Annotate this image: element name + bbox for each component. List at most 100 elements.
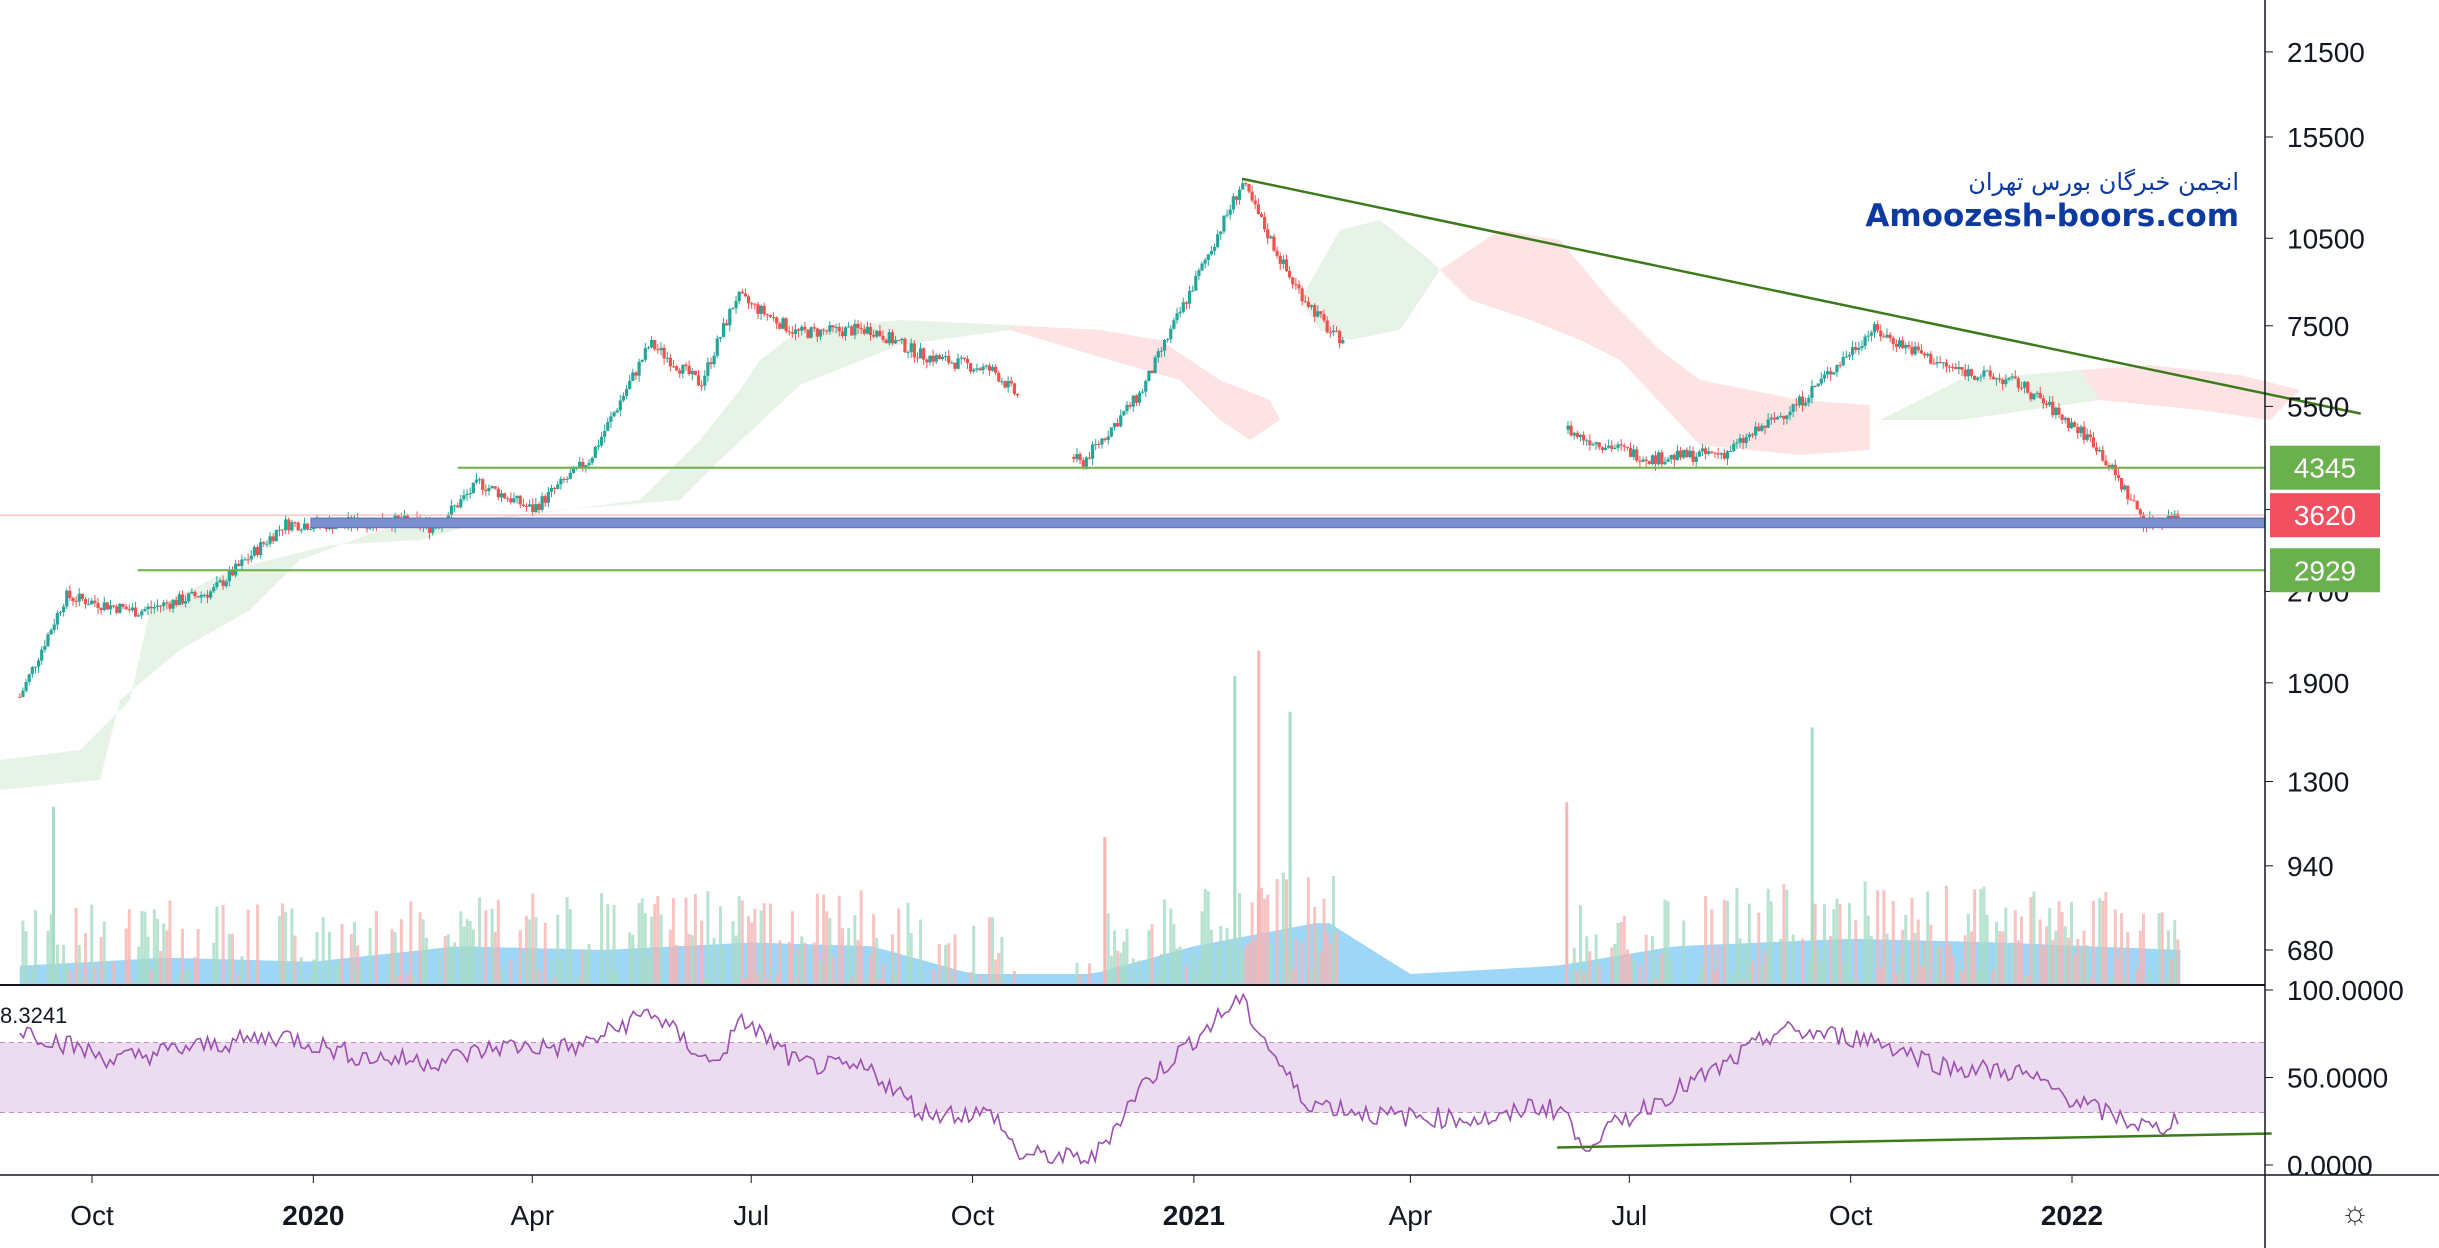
settings-gear-icon[interactable]: ☼ xyxy=(2340,1194,2370,1230)
candle-body xyxy=(83,599,88,605)
cloud-bearish-area-2 xyxy=(1440,230,1870,455)
volume-bar xyxy=(1178,946,1182,985)
volume-bar xyxy=(703,977,707,985)
volume-bar xyxy=(387,954,391,985)
volume-bar xyxy=(1216,947,1220,985)
candle-body xyxy=(1622,445,1626,447)
volume-spike-bar xyxy=(1288,711,1292,985)
time-tick-label: Oct xyxy=(1829,1200,1873,1231)
candle-body xyxy=(1760,425,1764,431)
candle-body xyxy=(2066,417,2070,428)
candle-body xyxy=(524,505,529,507)
candle-body xyxy=(177,594,181,606)
candle-body xyxy=(1119,415,1123,427)
candle-body xyxy=(1947,366,1952,368)
candle-body xyxy=(581,461,585,468)
candle-body xyxy=(309,529,313,531)
candle-body xyxy=(534,504,538,513)
volume-bar xyxy=(931,970,935,985)
volume-bar xyxy=(600,893,604,985)
volume-bar xyxy=(449,946,453,985)
candle-body xyxy=(750,303,754,305)
candle-body xyxy=(1116,423,1120,427)
volume-bar xyxy=(1916,919,1920,985)
candle-body xyxy=(549,487,554,492)
volume-bar xyxy=(2163,979,2167,985)
volume-bar xyxy=(140,911,144,985)
candle-body xyxy=(1209,250,1214,255)
candle-body xyxy=(596,445,601,447)
volume-bar xyxy=(2148,969,2152,985)
volume-bar xyxy=(1172,923,1176,985)
volume-bar xyxy=(1078,974,1082,985)
candle-body xyxy=(2176,513,2180,518)
candle-body xyxy=(868,326,873,336)
candle-body xyxy=(2041,398,2045,404)
candle-body xyxy=(1735,442,1739,444)
candle-body xyxy=(753,303,757,305)
volume-bar xyxy=(421,919,425,985)
candle-body xyxy=(975,368,979,370)
volume-bar xyxy=(2016,940,2020,985)
candle-body xyxy=(712,355,716,365)
candle-body xyxy=(1825,371,1830,375)
candle-body xyxy=(230,570,235,576)
volume-bar xyxy=(837,895,841,985)
volume-bar xyxy=(74,907,78,985)
volume-bar xyxy=(762,903,766,985)
candle-body xyxy=(665,357,669,359)
volume-bar xyxy=(890,934,894,985)
candle-body xyxy=(146,606,150,610)
candle-body xyxy=(459,499,463,508)
volume-bar xyxy=(127,909,131,985)
candle-body xyxy=(540,496,544,510)
cloud-bullish-area-2 xyxy=(1300,220,1440,340)
volume-bar xyxy=(556,914,560,985)
candle-body xyxy=(2054,407,2058,416)
candle-body xyxy=(1300,288,1304,302)
watermark-farsi-title: انجمن خبرگان بورس تهران xyxy=(1968,168,2239,196)
candle-body xyxy=(1850,346,1855,355)
candle-body xyxy=(1150,370,1154,374)
volume-bar xyxy=(750,922,754,985)
candle-body xyxy=(1175,313,1179,321)
candle-body xyxy=(1181,302,1185,312)
volume-bar xyxy=(84,933,88,985)
volume-bar xyxy=(1203,888,1207,985)
candle-body xyxy=(481,479,485,490)
candle-body xyxy=(696,375,701,386)
candle-body xyxy=(1775,417,1780,420)
volume-bar xyxy=(137,946,141,985)
candle-body xyxy=(759,305,763,314)
volume-bar xyxy=(299,957,303,985)
candle-body xyxy=(180,594,185,604)
candle-body xyxy=(2073,422,2077,428)
volume-bar xyxy=(1112,930,1116,985)
candle-body xyxy=(1172,320,1176,329)
volume-bar xyxy=(543,922,547,985)
volume-bar xyxy=(374,910,378,985)
candle-body xyxy=(1600,447,1604,451)
volume-bar xyxy=(2160,912,2164,985)
candle-body xyxy=(1610,445,1614,449)
candle-body xyxy=(1725,451,1730,459)
candle-body xyxy=(58,612,63,614)
volume-bar xyxy=(1222,982,1226,985)
candle-body xyxy=(2123,485,2127,490)
volume-bar xyxy=(828,917,832,985)
candle-body xyxy=(1144,381,1148,392)
candle-body xyxy=(678,370,682,374)
candle-body xyxy=(52,624,56,630)
volume-bar xyxy=(812,942,816,985)
volume-bar xyxy=(196,928,200,985)
volume-bar xyxy=(1294,938,1298,985)
volume-bar xyxy=(840,928,844,985)
volume-bar xyxy=(797,948,801,985)
candle-body xyxy=(2129,499,2133,501)
candle-body xyxy=(918,348,923,359)
volume-bars xyxy=(19,650,2181,985)
volume-bar xyxy=(168,900,172,985)
volume-bar xyxy=(2113,909,2117,985)
candle-body xyxy=(1078,453,1082,461)
